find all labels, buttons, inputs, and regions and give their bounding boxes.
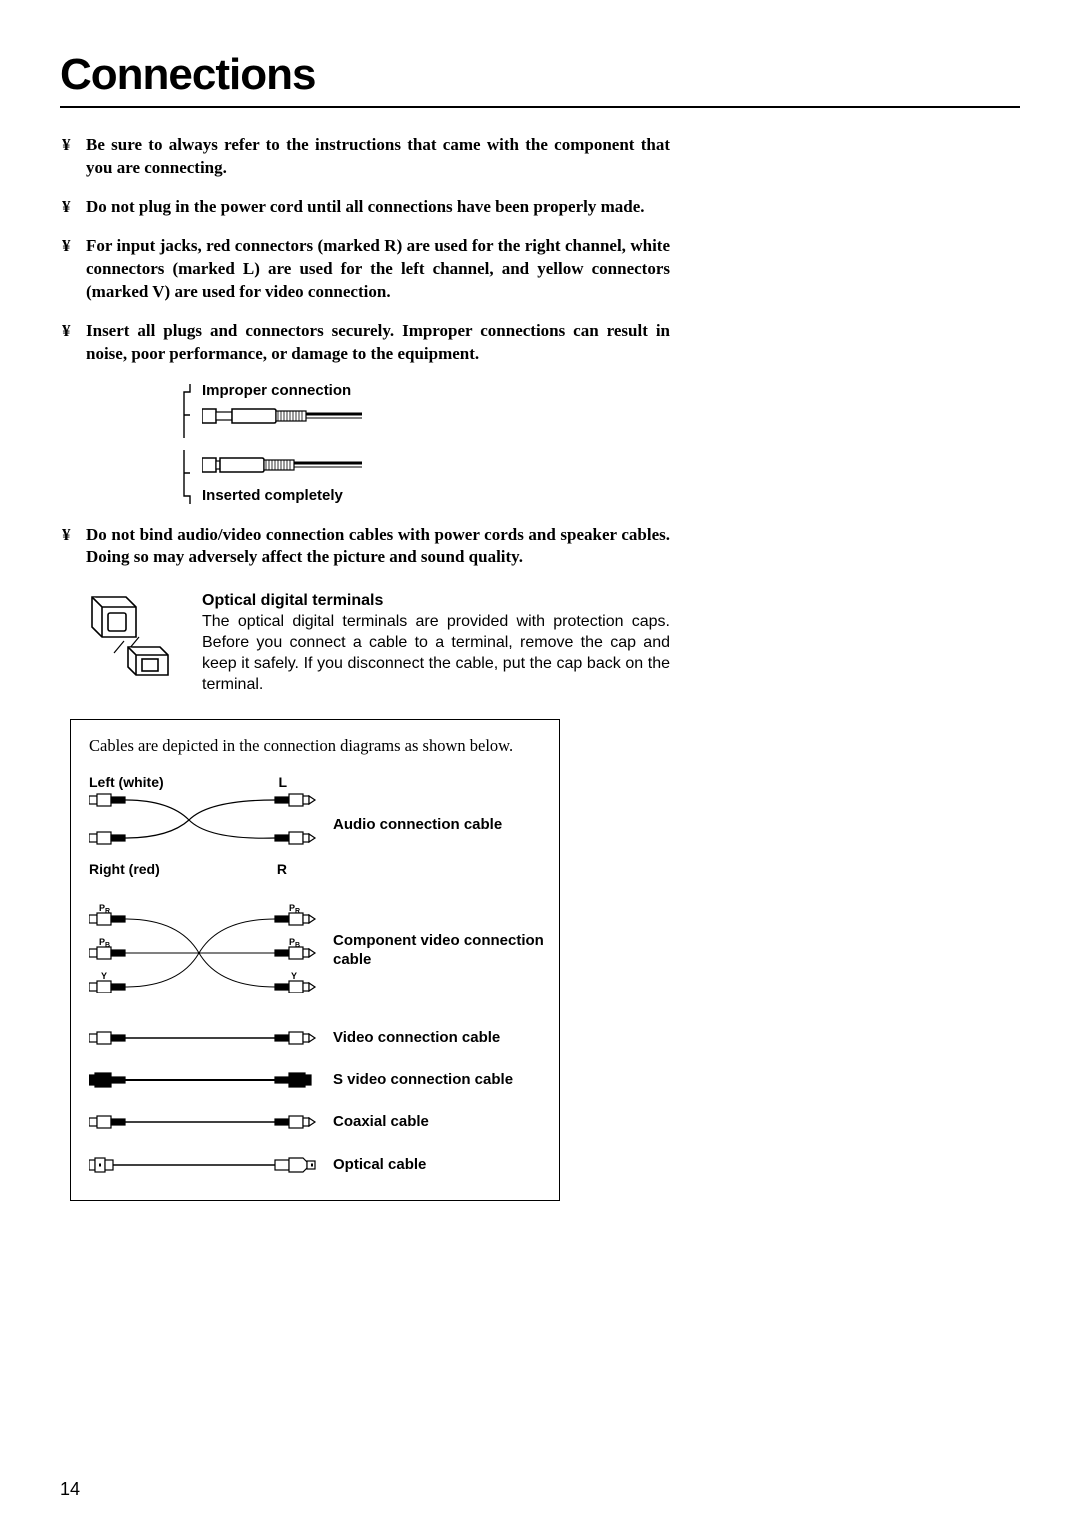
optical-section: Optical digital terminals The optical di… xyxy=(84,591,670,695)
l-label: L xyxy=(278,774,287,790)
optical-terminal-icon xyxy=(84,591,184,681)
bullet-item: Do not plug in the power cord until all … xyxy=(84,196,670,219)
improper-label: Improper connection xyxy=(202,382,402,399)
audio-cable-row: Left (white) L xyxy=(89,774,545,877)
bullet-item: Be sure to always refer to the instructi… xyxy=(84,134,670,180)
component-cable-label: Component video connection cable xyxy=(333,932,545,970)
svideo-cable-row: S video connection cable xyxy=(89,1070,545,1090)
left-white-label: Left (white) xyxy=(89,774,164,790)
optical-cable-row: Optical cable xyxy=(89,1154,545,1176)
svideo-cable-icon xyxy=(89,1070,319,1090)
bullet-item: Insert all plugs and connectors securely… xyxy=(84,320,670,366)
optical-cable-label: Optical cable xyxy=(333,1156,426,1175)
main-column: Be sure to always refer to the instructi… xyxy=(60,134,670,1201)
svg-text:Y: Y xyxy=(101,971,107,981)
page-number: 14 xyxy=(60,1479,80,1500)
bracket-icon xyxy=(180,448,194,506)
svg-text:Y: Y xyxy=(291,971,297,981)
inserted-label: Inserted completely xyxy=(202,487,402,504)
plug-figure: Improper connection xyxy=(180,382,520,506)
bullet-item: Do not bind audio/video connection cable… xyxy=(84,524,670,570)
bullet-item: For input jacks, red connectors (marked … xyxy=(84,235,670,304)
optical-cable-icon xyxy=(89,1154,319,1176)
optical-body: The optical digital terminals are provid… xyxy=(202,613,670,692)
audio-cable-icon xyxy=(89,790,319,856)
right-red-label: Right (red) xyxy=(89,861,160,877)
cable-legend-box: Cables are depicted in the connection di… xyxy=(70,719,560,1201)
plug-inserted-icon xyxy=(202,448,402,482)
video-cable-icon xyxy=(89,1028,319,1048)
bullet-list-1: Be sure to always refer to the instructi… xyxy=(60,134,670,366)
page-title: Connections xyxy=(60,50,1020,108)
svideo-cable-label: S video connection cable xyxy=(333,1071,513,1090)
bullet-list-2: Do not bind audio/video connection cable… xyxy=(60,524,670,570)
coax-cable-icon xyxy=(89,1112,319,1132)
coax-cable-row: Coaxial cable xyxy=(89,1112,545,1132)
coax-cable-label: Coaxial cable xyxy=(333,1113,429,1132)
r-label: R xyxy=(277,861,287,877)
video-cable-row: Video connection cable xyxy=(89,1028,545,1048)
bracket-icon xyxy=(180,382,194,440)
component-cable-row: PR PR PB PB YY xyxy=(89,903,545,998)
audio-cable-label: Audio connection cable xyxy=(333,816,502,835)
video-cable-label: Video connection cable xyxy=(333,1029,500,1048)
component-cable-icon: PR PR PB PB YY xyxy=(89,903,319,993)
cable-intro: Cables are depicted in the connection di… xyxy=(89,736,545,756)
optical-heading: Optical digital terminals xyxy=(202,592,383,609)
plug-improper-icon xyxy=(202,399,402,433)
